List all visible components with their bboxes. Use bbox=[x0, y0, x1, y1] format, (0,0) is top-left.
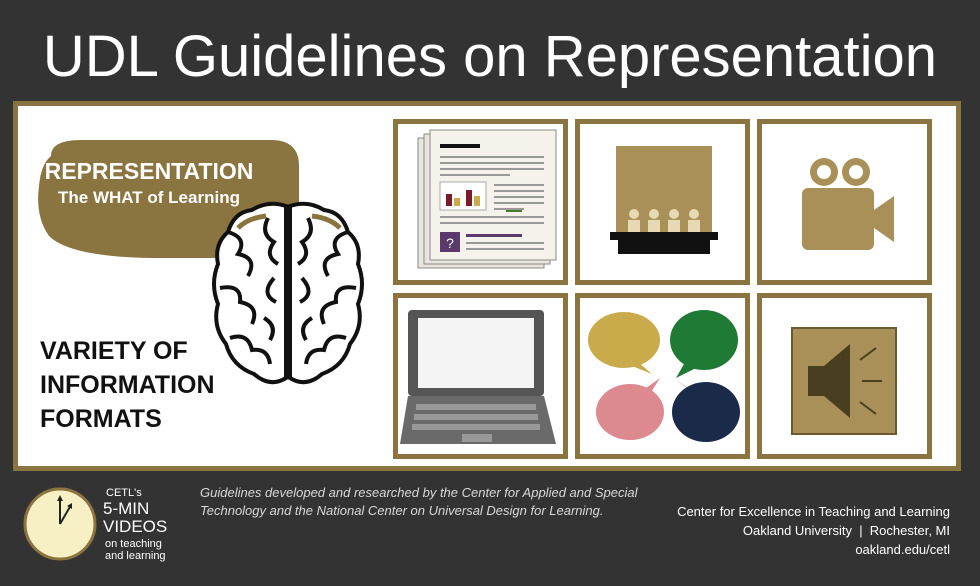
variety-line-1: VARIETY OF bbox=[40, 337, 188, 365]
cetl-series-title: 5-MIN VIDEOS bbox=[103, 500, 167, 536]
page-title: UDL Guidelines on Representation bbox=[42, 24, 938, 89]
representation-heading: REPRESENTATION bbox=[44, 158, 254, 184]
speech-bubbles-icon bbox=[588, 310, 740, 442]
speaker-icon bbox=[791, 327, 897, 435]
variety-line-3: FORMATS bbox=[40, 405, 162, 433]
center-name: Center for Excellence in Teaching and Le… bbox=[677, 504, 950, 519]
question-mark: ? bbox=[446, 235, 454, 251]
cetl-line-4: and learning bbox=[105, 550, 166, 562]
brain-icon bbox=[212, 201, 364, 385]
university-location: Oakland University | Rochester, MI bbox=[742, 523, 950, 538]
variety-line-2: INFORMATION bbox=[40, 371, 215, 399]
video-camera-icon bbox=[802, 158, 894, 250]
cetl-label: CETL's bbox=[106, 487, 142, 499]
guidelines-credit: Guidelines developed and researched by t… bbox=[200, 485, 638, 518]
center-info: Center for Excellence in Teaching and Le… bbox=[677, 502, 950, 559]
representation-subheading: The WHAT of Learning bbox=[58, 188, 240, 207]
presentation-audience-icon bbox=[610, 146, 718, 254]
cetl-series-subtitle: on teaching and learning bbox=[105, 538, 166, 562]
variety-text: VARIETY OF INFORMATION FORMATS bbox=[40, 334, 215, 436]
tile-video bbox=[757, 119, 932, 285]
tile-presentation bbox=[575, 119, 750, 285]
center-url[interactable]: oakland.edu/cetl bbox=[855, 542, 950, 557]
laptop-icon bbox=[400, 310, 556, 444]
tile-speaker bbox=[757, 293, 932, 459]
tile-speech bbox=[575, 293, 750, 459]
cetl-line-3: on teaching bbox=[105, 538, 162, 550]
cetl-line-2: VIDEOS bbox=[103, 517, 168, 536]
cetl-line-1: 5-MIN bbox=[103, 499, 150, 518]
tile-document: ? bbox=[393, 119, 568, 285]
document-icon: ? bbox=[417, 129, 557, 269]
content-panel: REPRESENTATION The WHAT of Learning VARI… bbox=[13, 101, 961, 471]
clock-icon bbox=[23, 487, 97, 561]
tile-laptop bbox=[393, 293, 568, 459]
content-panel-inner: REPRESENTATION The WHAT of Learning VARI… bbox=[18, 106, 956, 466]
